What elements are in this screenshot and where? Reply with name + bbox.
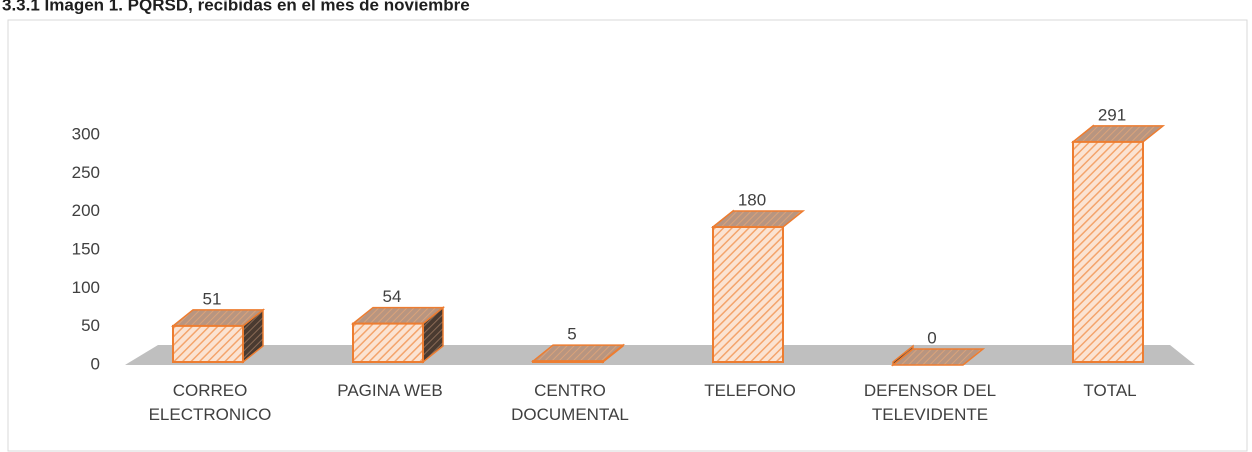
bar	[1072, 140, 1144, 363]
y-tick-label: 100	[72, 278, 100, 297]
x-tick-line: DEFENSOR DEL	[864, 381, 996, 400]
bar-top	[890, 348, 986, 366]
y-tick-label: 150	[72, 239, 100, 258]
x-tick-line: PAGINA WEB	[337, 381, 443, 400]
x-tick-label: CORREO ELECTRONICO	[149, 381, 272, 424]
y-tick-label: 0	[91, 354, 100, 373]
chart-border	[7, 19, 1248, 452]
bar	[172, 324, 244, 363]
bar	[712, 226, 784, 363]
x-tick-line: CORREO	[173, 381, 248, 400]
chart-title: 3.3.1 Imagen 1. PQRSD, recibidas en el m…	[2, 0, 470, 14]
y-tick-label: 250	[72, 163, 100, 182]
x-tick-line: CENTRO	[534, 381, 606, 400]
x-tick-line: TELEFONO	[704, 381, 796, 400]
x-tick-line: TELEVIDENTE	[872, 405, 988, 424]
x-tick-line: DOCUMENTAL	[511, 405, 629, 424]
value-label: 291	[1098, 105, 1126, 124]
value-label: 54	[383, 287, 402, 306]
x-tick-label: PAGINA WEB	[337, 381, 443, 400]
value-label: 0	[927, 328, 936, 347]
x-tick-label: CENTRO DOCUMENTAL	[511, 381, 629, 424]
floor	[125, 345, 1195, 365]
y-tick-label: 200	[72, 201, 100, 220]
bar	[352, 322, 424, 364]
x-tick-label: TOTAL	[1083, 381, 1136, 400]
value-label: 5	[567, 325, 576, 344]
y-tick-label: 50	[81, 316, 100, 335]
value-label: 180	[738, 190, 766, 209]
y-tick-label: 300	[72, 124, 100, 143]
value-label: 51	[203, 289, 222, 308]
bar	[532, 360, 604, 363]
x-tick-line: TOTAL	[1083, 381, 1136, 400]
x-tick-label: DEFENSOR DEL TELEVIDENTE	[864, 381, 996, 424]
x-tick-line: ELECTRONICO	[149, 405, 272, 424]
x-tick-label: TELEFONO	[704, 381, 796, 400]
